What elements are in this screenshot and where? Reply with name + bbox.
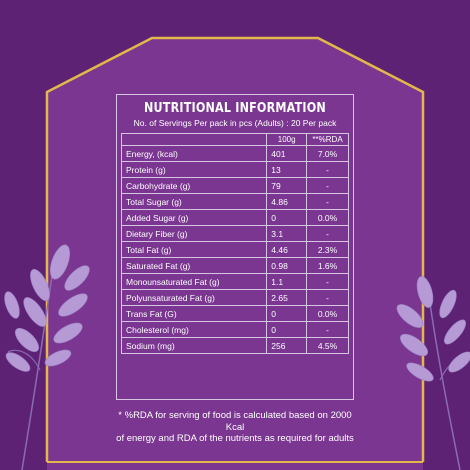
nutrient-name: Protein (g) — [120, 161, 268, 178]
rda-value: 1.6% — [306, 257, 349, 274]
rda-value: 4.5% — [306, 337, 349, 354]
rda-value: - — [306, 193, 349, 210]
footnote-line-1: * %RDA for serving of food is calculated… — [118, 410, 352, 433]
per-100g-value: 1.1 — [266, 273, 308, 290]
table-row: Cholesterol (mg) 0- — [120, 321, 349, 338]
table-row: Saturated Fat (g) 0.98 1.6% — [120, 257, 349, 274]
table-row: Dietary Fiber (g) 3.1- — [120, 225, 349, 242]
servings-subtitle: No. of Servings Per pack in pcs (Adults)… — [133, 118, 337, 128]
rda-value: - — [306, 289, 349, 306]
nutrient-name: Trans Fat (G) — [120, 305, 268, 322]
table-row: Added Sugar (g) 0 0.0% — [120, 209, 349, 226]
nutrient-name: Polyunsaturated Fat (g) — [120, 289, 268, 306]
nutrient-name: Cholesterol (mg) — [120, 321, 268, 338]
per-100g-value: 4.86 — [266, 193, 308, 210]
per-100g-value: 79 — [266, 177, 308, 194]
table-row: Polyunsaturated Fat (g) 2.65- — [120, 289, 349, 306]
table-row: Carbohydrate (g) 79- — [120, 177, 349, 194]
per-100g-value: 0 — [266, 305, 308, 322]
rda-value: - — [306, 177, 349, 194]
gold-frame — [45, 36, 425, 462]
header-empty-cell — [120, 133, 268, 146]
per-100g-value: 401 — [266, 145, 308, 162]
nutrient-name: Saturated Fat (g) — [120, 257, 268, 274]
table-row: Sodium (mg) 256 4.5% — [120, 337, 349, 354]
table-row: Trans Fat (G) 0 0.0% — [120, 305, 349, 322]
right-lavender-sprig — [396, 276, 470, 470]
per-100g-value: 256 — [266, 337, 308, 354]
per-100g-value: 0.98 — [266, 257, 308, 274]
nutrient-name: Total Sugar (g) — [120, 193, 268, 210]
table-row: Total Sugar (g) 4.86- — [120, 193, 349, 210]
nutrient-name: Sodium (mg) — [120, 337, 268, 354]
nutrient-name: Total Fat (g) — [120, 241, 268, 258]
rda-footnote: * %RDA for serving of food is calculated… — [110, 410, 360, 445]
nutrient-name: Carbohydrate (g) — [120, 177, 268, 194]
nutrition-table: 100g **%RDA Energy, (kcal) 401 7.0% Protein… — [120, 133, 349, 354]
per-100g-value: 13 — [266, 161, 308, 178]
header-rda: **%RDA — [306, 133, 349, 146]
table-row: Total Fat (g) 4.46 2.3% — [120, 241, 349, 258]
rda-value: - — [306, 161, 349, 178]
per-100g-value: 4.46 — [266, 241, 308, 258]
nutrient-name: Monounsaturated Fat (g) — [120, 273, 268, 290]
footnote-line-2: of energy and RDA of the nutrients as re… — [116, 433, 354, 444]
per-100g-value: 0 — [266, 321, 308, 338]
per-100g-value: 0 — [266, 209, 308, 226]
rda-value: 7.0% — [306, 145, 349, 162]
header-100g: 100g — [266, 133, 308, 146]
nutrition-table-box: NUTRITIONAL INFORMATION No. of Servings … — [116, 94, 354, 400]
rda-value: - — [306, 321, 349, 338]
left-lavender-sprig — [4, 244, 90, 470]
nutrient-name: Added Sugar (g) — [120, 209, 268, 226]
table-row: Protein (g) 13- — [120, 161, 349, 178]
per-100g-value: 3.1 — [266, 225, 308, 242]
nutrient-name: Energy, (kcal) — [120, 145, 268, 162]
nutrient-name: Dietary Fiber (g) — [120, 225, 268, 242]
rda-value: - — [306, 273, 349, 290]
table-row: Energy, (kcal) 401 7.0% — [120, 145, 349, 162]
per-100g-value: 2.65 — [266, 289, 308, 306]
rda-value: 0.0% — [306, 305, 349, 322]
table-header-row: 100g **%RDA — [120, 133, 349, 146]
rda-value: - — [306, 225, 349, 242]
rda-value: 0.0% — [306, 209, 349, 226]
rda-value: 2.3% — [306, 241, 349, 258]
table-row: Monounsaturated Fat (g) 1.1- — [120, 273, 349, 290]
nutrition-title: NUTRITIONAL INFORMATION — [144, 101, 326, 116]
